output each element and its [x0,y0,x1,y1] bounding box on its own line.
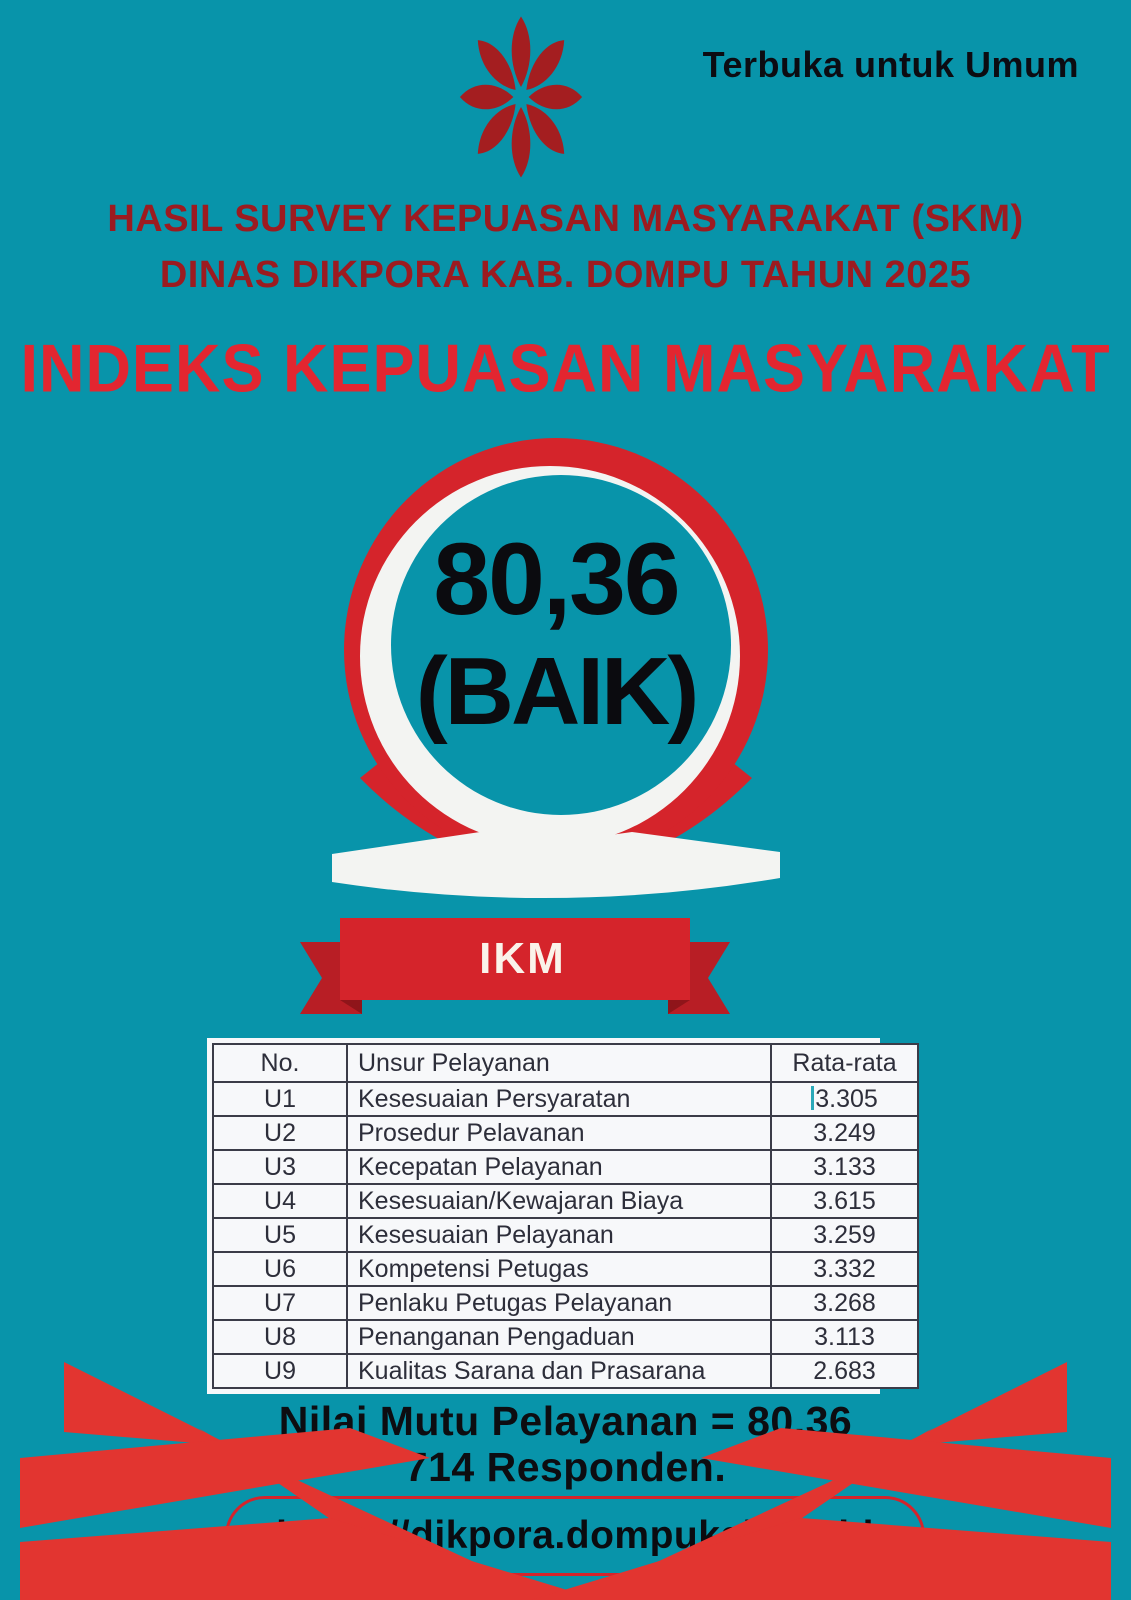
table-row: U7 Penlaku Petugas Pelayanan 3.268 [212,1285,919,1321]
cell-rata: 3.249 [770,1115,919,1151]
table-row: U2 Prosedur Pelavanan 3.249 [212,1115,919,1151]
table-row: U1 Kesesuaian Persyaratan 3.305 [212,1081,919,1117]
cell-unsur: Prosedur Pelavanan [346,1115,772,1151]
summary-block: Nilai Mutu Pelayanan = 80,36 714 Respond… [0,1398,1131,1490]
table-row: U9 Kualitas Sarana dan Prasarana 2.683 [212,1353,919,1389]
score-wreath-icon [332,438,780,899]
flower-icon [459,16,583,178]
table-row: U3 Kecepatan Pelayanan 3.133 [212,1149,919,1185]
cell-no: U6 [212,1251,348,1287]
cell-unsur: Kesesuaian Persyaratan [346,1081,772,1117]
score-category: (BAIK) [415,638,700,745]
cell-unsur: Kualitas Sarana dan Prasarana [346,1353,772,1389]
score-box: 80,36 (BAIK) [330,528,782,740]
cell-unsur: Penlaku Petugas Pelayanan [346,1285,772,1321]
cell-no: U9 [212,1353,348,1389]
cell-no: U5 [212,1217,348,1253]
cell-rata: 3.305 [770,1081,919,1117]
title-line2: DINAS DIKPORA KAB. DOMPU TAHUN 2025 [159,254,972,296]
cell-unsur: Kecepatan Pelayanan [346,1149,772,1185]
table-row: U4 Kesesuaian/Kewajaran Biaya 3.615 [212,1183,919,1219]
header-rata: Rata-rata [770,1043,919,1083]
cell-unsur: Penanganan Pengaduan [346,1319,772,1355]
title-line1: HASIL SURVEY KEPUASAN MASYARAKAT (SKM) [107,198,1024,240]
cell-no: U8 [212,1319,348,1355]
cell-no: U3 [212,1149,348,1185]
cell-rata: 3.268 [770,1285,919,1321]
cell-no: U1 [212,1081,348,1117]
table-row: U8 Penanganan Pengaduan 3.113 [212,1319,919,1355]
ikm-ribbon-label: IKM [479,934,566,983]
cell-rata: 3.615 [770,1183,919,1219]
table-header-row: No. Unsur Pelayanan Rata-rata [212,1043,919,1083]
cell-no: U4 [212,1183,348,1219]
cell-no: U7 [212,1285,348,1321]
cell-rata: 3.113 [770,1319,919,1355]
cell-rata: 3.133 [770,1149,919,1185]
public-badge: Terbuka untuk Umum [702,44,1079,85]
header-unsur: Unsur Pelayanan [346,1043,772,1083]
header-no: No. [212,1043,348,1083]
summary-score-line: Nilai Mutu Pelayanan = 80,36 [278,1398,853,1444]
cell-rata: 2.683 [770,1353,919,1389]
summary-respondents-line: 714 Responden. [404,1444,727,1490]
table-row: U5 Kesesuaian Pelayanan 3.259 [212,1217,919,1253]
page-title: INDEKS KEPUASAN MASYARAKAT [20,331,1111,407]
survey-table: No. Unsur Pelayanan Rata-rata U1 Kesesua… [212,1043,919,1389]
cell-rata: 3.332 [770,1251,919,1287]
text-cursor [811,1086,815,1111]
cell-unsur: Kompetensi Petugas [346,1251,772,1287]
score-value: 80,36 [433,522,680,636]
cell-unsur: Kesesuaian Pelayanan [346,1217,772,1253]
cell-unsur: Kesesuaian/Kewajaran Biaya [346,1183,772,1219]
ikm-ribbon [300,918,730,1014]
website-link[interactable]: https://dikpora.dompukab.go.id [225,1496,925,1576]
table-row: U6 Kompetensi Petugas 3.332 [212,1251,919,1287]
cell-rata: 3.259 [770,1217,919,1253]
survey-table-panel: No. Unsur Pelayanan Rata-rata U1 Kesesua… [207,1038,919,1394]
cell-no: U2 [212,1115,348,1151]
